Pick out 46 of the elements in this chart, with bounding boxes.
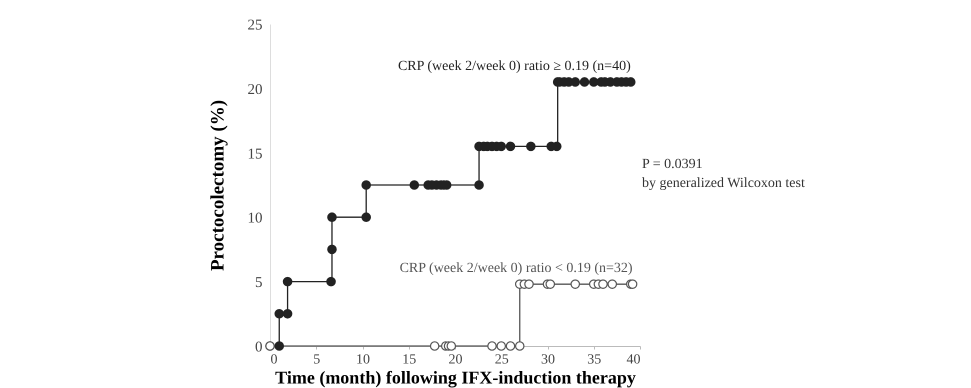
point — [526, 142, 536, 152]
x-tick-label: 0 — [270, 352, 278, 368]
point — [326, 276, 336, 286]
x-tick-label: 40 — [626, 352, 640, 368]
point — [361, 212, 371, 222]
point — [607, 279, 618, 289]
point — [430, 341, 440, 351]
point — [496, 341, 506, 351]
point — [487, 341, 497, 351]
point — [446, 341, 456, 351]
series-label: CRP (week 2/week 0) ratio ≥ 0.19 (n=40) — [398, 58, 632, 74]
point — [361, 180, 371, 190]
x-tick-label: 10 — [356, 352, 370, 368]
point — [327, 244, 337, 254]
y-tick-label: 0 — [255, 340, 262, 356]
x-tick-label: 20 — [448, 352, 462, 368]
y-tick-label: 10 — [248, 210, 262, 227]
y-axis-title: Proctocolectomy (%) — [208, 100, 228, 272]
y-tick-label: 15 — [248, 146, 262, 162]
x-tick-label: 35 — [587, 352, 602, 368]
point — [545, 279, 556, 289]
point — [282, 309, 292, 319]
point — [274, 341, 284, 351]
point — [327, 212, 337, 222]
point — [506, 142, 516, 152]
point — [506, 341, 516, 351]
point — [580, 77, 590, 87]
x-tick-label: 25 — [494, 352, 509, 368]
point — [598, 279, 608, 289]
x-tick-label: 30 — [541, 352, 555, 368]
point — [274, 309, 284, 319]
series-label: CRP (week 2/week 0) ratio < 0.19 (n=32) — [400, 261, 633, 276]
point — [524, 279, 534, 289]
point — [410, 180, 420, 190]
point — [570, 279, 580, 289]
point — [474, 180, 484, 190]
text: by generalized Wilcoxon test — [642, 176, 805, 191]
y-tick-label: 5 — [255, 275, 262, 292]
x-tick-label: 15 — [402, 352, 416, 368]
x-tick-label: 5 — [313, 352, 320, 368]
x-axis-title: Time (month) following IFX-induction therapy — [275, 368, 636, 388]
y-tick-label: 25 — [248, 18, 262, 34]
y-tick-label: 20 — [248, 82, 262, 98]
point — [282, 276, 292, 286]
point — [514, 341, 525, 351]
text: P = 0.0391 — [642, 157, 703, 172]
